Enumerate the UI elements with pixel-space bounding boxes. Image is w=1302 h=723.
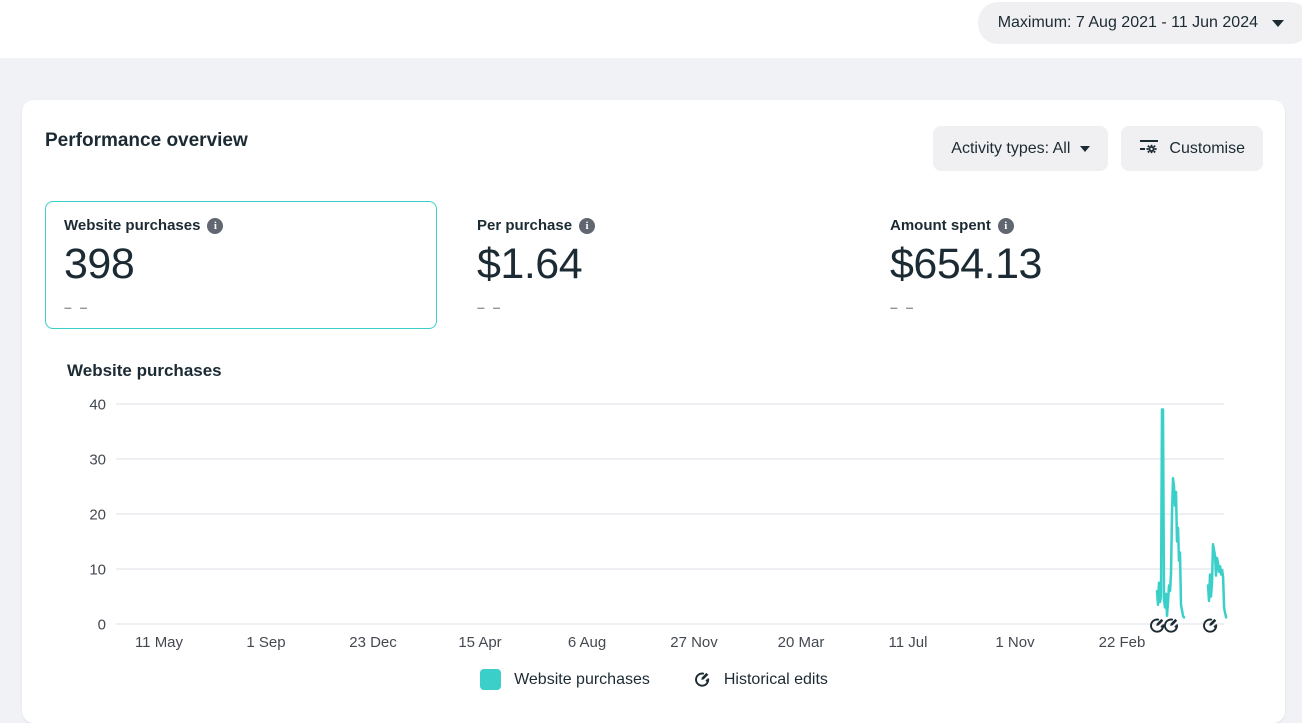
performance-overview-card: Performance overview Activity types: All [22, 100, 1285, 723]
metric-label: Website purchases [64, 217, 201, 234]
chevron-down-icon [1080, 145, 1091, 152]
historical-edit-marker-icon[interactable] [1150, 617, 1165, 633]
header-actions: Activity types: All [933, 126, 1263, 171]
activity-types-dropdown[interactable]: Activity types: All [933, 126, 1109, 171]
historical-edit-icon [694, 671, 710, 687]
x-axis-tick-label: 6 Aug [568, 634, 606, 651]
chart-title: Website purchases [67, 361, 222, 380]
page-title: Performance overview [45, 130, 248, 151]
legend-item-website-purchases[interactable]: Website purchases [480, 669, 650, 690]
historical-edit-marker-icon[interactable] [1203, 617, 1218, 633]
metric-trend-placeholder: – – [477, 299, 503, 315]
info-icon[interactable]: i [207, 217, 224, 234]
metric-card-per-purchase[interactable]: Per purchase i $1.64 – – [458, 201, 850, 329]
x-axis-tick-label: 15 Apr [458, 634, 501, 651]
x-axis-tick-label: 1 Sep [246, 634, 285, 651]
metric-value: $654.13 [890, 240, 1042, 288]
page-background: Performance overview Activity types: All [0, 58, 1302, 723]
legend-item-historical-edits[interactable]: Historical edits [694, 671, 828, 689]
activity-types-label: Activity types: All [951, 139, 1071, 157]
metric-card-amount-spent[interactable]: Amount spent i $654.13 – – [871, 201, 1263, 329]
website-purchases-line [1206, 543, 1228, 619]
y-axis-tick-label: 10 [89, 562, 106, 579]
x-axis-tick-label: 20 Mar [778, 634, 825, 651]
x-axis-tick-label: 23 Dec [349, 634, 397, 651]
metric-card-website-purchases[interactable]: Website purchases i 398 – – [45, 201, 437, 329]
series-color-swatch [480, 669, 502, 690]
website-purchases-line [1155, 408, 1186, 619]
info-icon[interactable]: i [997, 217, 1014, 234]
legend-label: Historical edits [723, 670, 828, 688]
card-header: Performance overview Activity types: All [45, 126, 1263, 171]
customise-settings-icon [1139, 137, 1159, 160]
x-axis-tick-label: 1 Nov [995, 634, 1035, 651]
legend-label: Website purchases [514, 670, 650, 688]
top-bar: Maximum: 7 Aug 2021 - 11 Jun 2024 [0, 0, 1302, 58]
metric-label: Per purchase [477, 217, 573, 234]
metric-cards-row: Website purchases i 398 – – Per purchase… [45, 201, 1263, 329]
metric-trend-placeholder: – – [64, 299, 90, 315]
customise-button[interactable]: Customise [1121, 126, 1263, 171]
metric-value: 398 [64, 240, 135, 288]
chart-legend: Website purchases Historical edits [45, 669, 1263, 690]
y-axis-tick-label: 30 [89, 452, 106, 469]
info-icon[interactable]: i [579, 217, 596, 234]
y-axis-tick-label: 40 [89, 397, 106, 414]
x-axis-tick-label: 11 Jul [889, 634, 928, 651]
date-range-dropdown[interactable]: Maximum: 7 Aug 2021 - 11 Jun 2024 [977, 2, 1302, 44]
date-range-label: Maximum: 7 Aug 2021 - 11 Jun 2024 [997, 14, 1258, 31]
y-axis-tick-label: 20 [89, 507, 106, 524]
purchases-line-chart: 0 10 20 30 40 11 May 1 Sep 23 Dec 15 Apr 6 Aug 27 … [89, 397, 1228, 651]
x-axis-tick-label: 22 Feb [1099, 634, 1146, 651]
metric-label: Amount spent [890, 217, 991, 234]
historical-edit-marker-icon[interactable] [1163, 617, 1179, 633]
customise-label: Customise [1169, 139, 1245, 157]
metric-value: $1.64 [477, 240, 583, 288]
metric-trend-placeholder: – – [890, 299, 916, 315]
chevron-down-icon [1272, 19, 1284, 27]
y-axis-tick-label: 0 [98, 617, 106, 634]
chart-section: Website purchases 0 10 20 30 40 11 May 1 Sep 23… [45, 361, 1263, 690]
x-axis-tick-label: 11 May [135, 634, 184, 651]
x-axis-tick-label: 27 Nov [670, 634, 718, 651]
